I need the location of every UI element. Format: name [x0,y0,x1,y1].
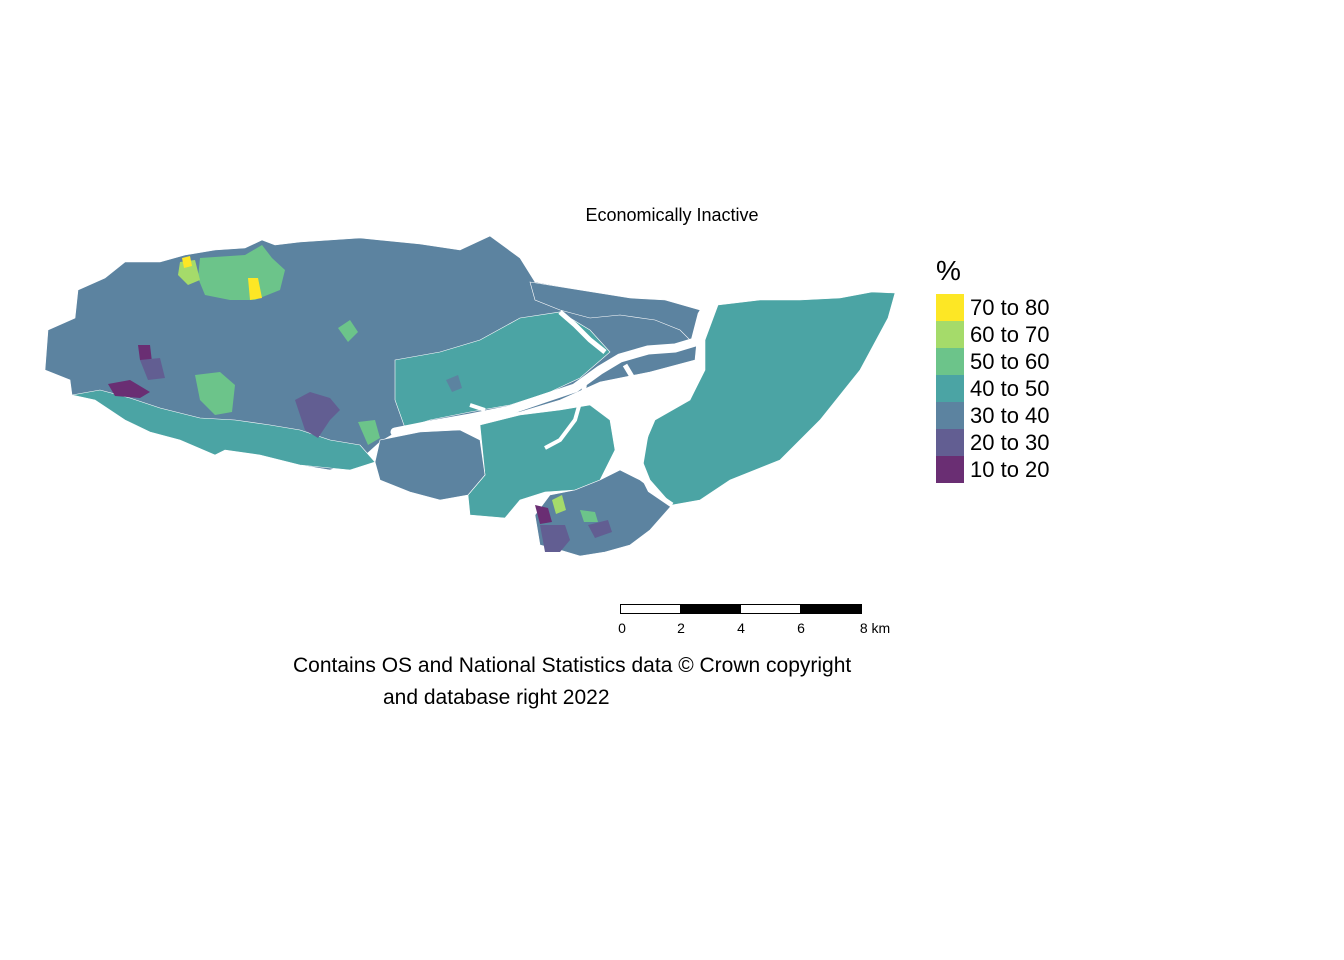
scale-tick: 2 [677,620,685,636]
legend-rows: 70 to 80 60 to 70 50 to 60 40 to 50 30 to 40… [936,294,1050,483]
region-west-20-30 [140,358,165,380]
region-west-10-20 [108,380,150,398]
legend-swatch [936,321,964,348]
legend-item: 60 to 70 [936,321,1050,348]
region-south-10-20 [535,505,552,524]
region-central-50-60 [338,320,358,342]
legend-item: 20 to 30 [936,429,1050,456]
scale-segment [800,604,862,614]
region-lower-central [374,429,486,501]
legend-label: 30 to 40 [970,402,1050,428]
region-west-50-60 [195,372,235,415]
credit-line-2: and database right 2022 [383,686,610,709]
region-north-70-80b [182,256,192,268]
region-south-60-70 [552,495,566,514]
river-branch-2 [622,363,674,508]
scale-tick: 0 [618,620,626,636]
copyright-credit: Contains OS and National Statistics data… [293,650,851,714]
legend: % 70 to 80 60 to 70 50 to 60 40 to 50 30 to … [936,254,1050,483]
river-branch-3 [544,384,587,450]
legend-swatch [936,375,964,402]
legend-label: 60 to 70 [970,321,1050,347]
legend-swatch [936,456,964,483]
scale-segment [620,604,681,614]
legend-label: 70 to 80 [970,294,1050,320]
river-branch-1 [558,310,607,354]
scale-tick: 4 [737,620,745,636]
region-island-central [446,375,462,392]
region-south-20-30 [540,525,570,552]
region-north-50-60 [198,245,285,300]
region-north-coast [529,281,701,346]
river-branch-4 [469,403,486,412]
legend-item: 50 to 60 [936,348,1050,375]
legend-item: 30 to 40 [936,402,1050,429]
legend-swatch [936,294,964,321]
scale-segment [740,604,801,614]
region-central-50-60b [358,420,380,445]
region-south-50-60 [580,510,598,522]
legend-swatch [936,429,964,456]
legend-label: 20 to 30 [970,429,1050,455]
legend-swatch [936,348,964,375]
region-south-20-30b [588,520,612,538]
scale-segment [680,604,741,614]
scale-tick: 8 km [859,620,891,636]
legend-item: 70 to 80 [936,294,1050,321]
region-west-10-20b [138,345,152,362]
legend-swatch [936,402,964,429]
legend-item: 40 to 50 [936,375,1050,402]
credit-line-1: Contains OS and National Statistics data… [293,654,852,677]
legend-label: 10 to 20 [970,456,1050,482]
legend-label: 50 to 60 [970,348,1050,374]
river-channel [390,297,715,437]
legend-title: % [936,255,961,286]
region-central-20-30 [295,392,340,438]
scale-tick: 6 [797,620,805,636]
region-north-70-80 [248,278,262,300]
legend-label: 40 to 50 [970,375,1050,401]
region-east [639,291,896,506]
scale-bar: 0 2 4 6 8 km [618,604,910,644]
legend-item: 10 to 20 [936,456,1050,483]
region-north-60-70 [178,260,200,285]
map-title: Economically Inactive [585,205,759,225]
